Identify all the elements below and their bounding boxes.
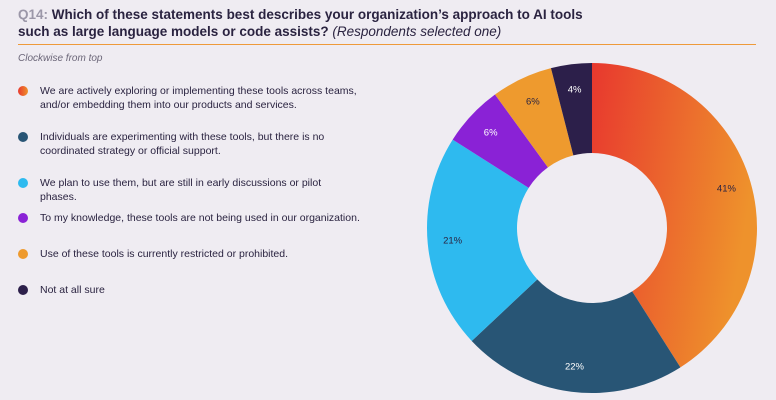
question-number: Q14: bbox=[18, 7, 49, 22]
legend-item: We plan to use them, but are still in ea… bbox=[18, 176, 368, 204]
donut-slice bbox=[550, 63, 592, 156]
donut-slice bbox=[592, 63, 757, 368]
legend-item: Not at all sure bbox=[18, 283, 368, 297]
legend-label: Not at all sure bbox=[40, 284, 105, 296]
legend-swatch bbox=[18, 86, 28, 96]
title-rule bbox=[18, 44, 756, 45]
legend-swatch bbox=[18, 178, 28, 188]
legend-label: To my knowledge, these tools are not bei… bbox=[40, 212, 360, 224]
legend-swatch bbox=[18, 249, 28, 259]
value-label: 6% bbox=[526, 97, 540, 108]
donut-slice bbox=[452, 94, 548, 188]
chart-title: Q14: Which of these statements best desc… bbox=[18, 6, 598, 40]
legend-swatch bbox=[18, 132, 28, 142]
subtitle: Clockwise from top bbox=[18, 53, 103, 64]
value-label: 22% bbox=[565, 361, 585, 372]
legend-item: We are actively exploring or implementin… bbox=[18, 84, 368, 112]
donut-slice bbox=[426, 139, 538, 341]
value-label: 41% bbox=[717, 183, 737, 194]
value-label: 21% bbox=[443, 236, 463, 247]
legend-label: We are actively exploring or implementin… bbox=[40, 85, 357, 111]
value-label: 4% bbox=[568, 85, 582, 96]
donut-slice bbox=[471, 279, 681, 393]
legend-label: We plan to use them, but are still in ea… bbox=[40, 177, 322, 203]
title-note: (Respondents selected one) bbox=[332, 24, 502, 39]
donut-slice bbox=[495, 68, 574, 168]
title-text: Which of these statements best describes… bbox=[18, 7, 583, 39]
value-label: 6% bbox=[484, 127, 498, 138]
legend-item: Individuals are experimenting with these… bbox=[18, 130, 368, 158]
legend-label: Individuals are experimenting with these… bbox=[40, 131, 325, 157]
legend-swatch bbox=[18, 285, 28, 295]
legend-item: To my knowledge, these tools are not bei… bbox=[18, 211, 368, 225]
legend-item: Use of these tools is currently restrict… bbox=[18, 247, 368, 261]
legend-label: Use of these tools is currently restrict… bbox=[40, 248, 289, 260]
legend-swatch bbox=[18, 213, 28, 223]
